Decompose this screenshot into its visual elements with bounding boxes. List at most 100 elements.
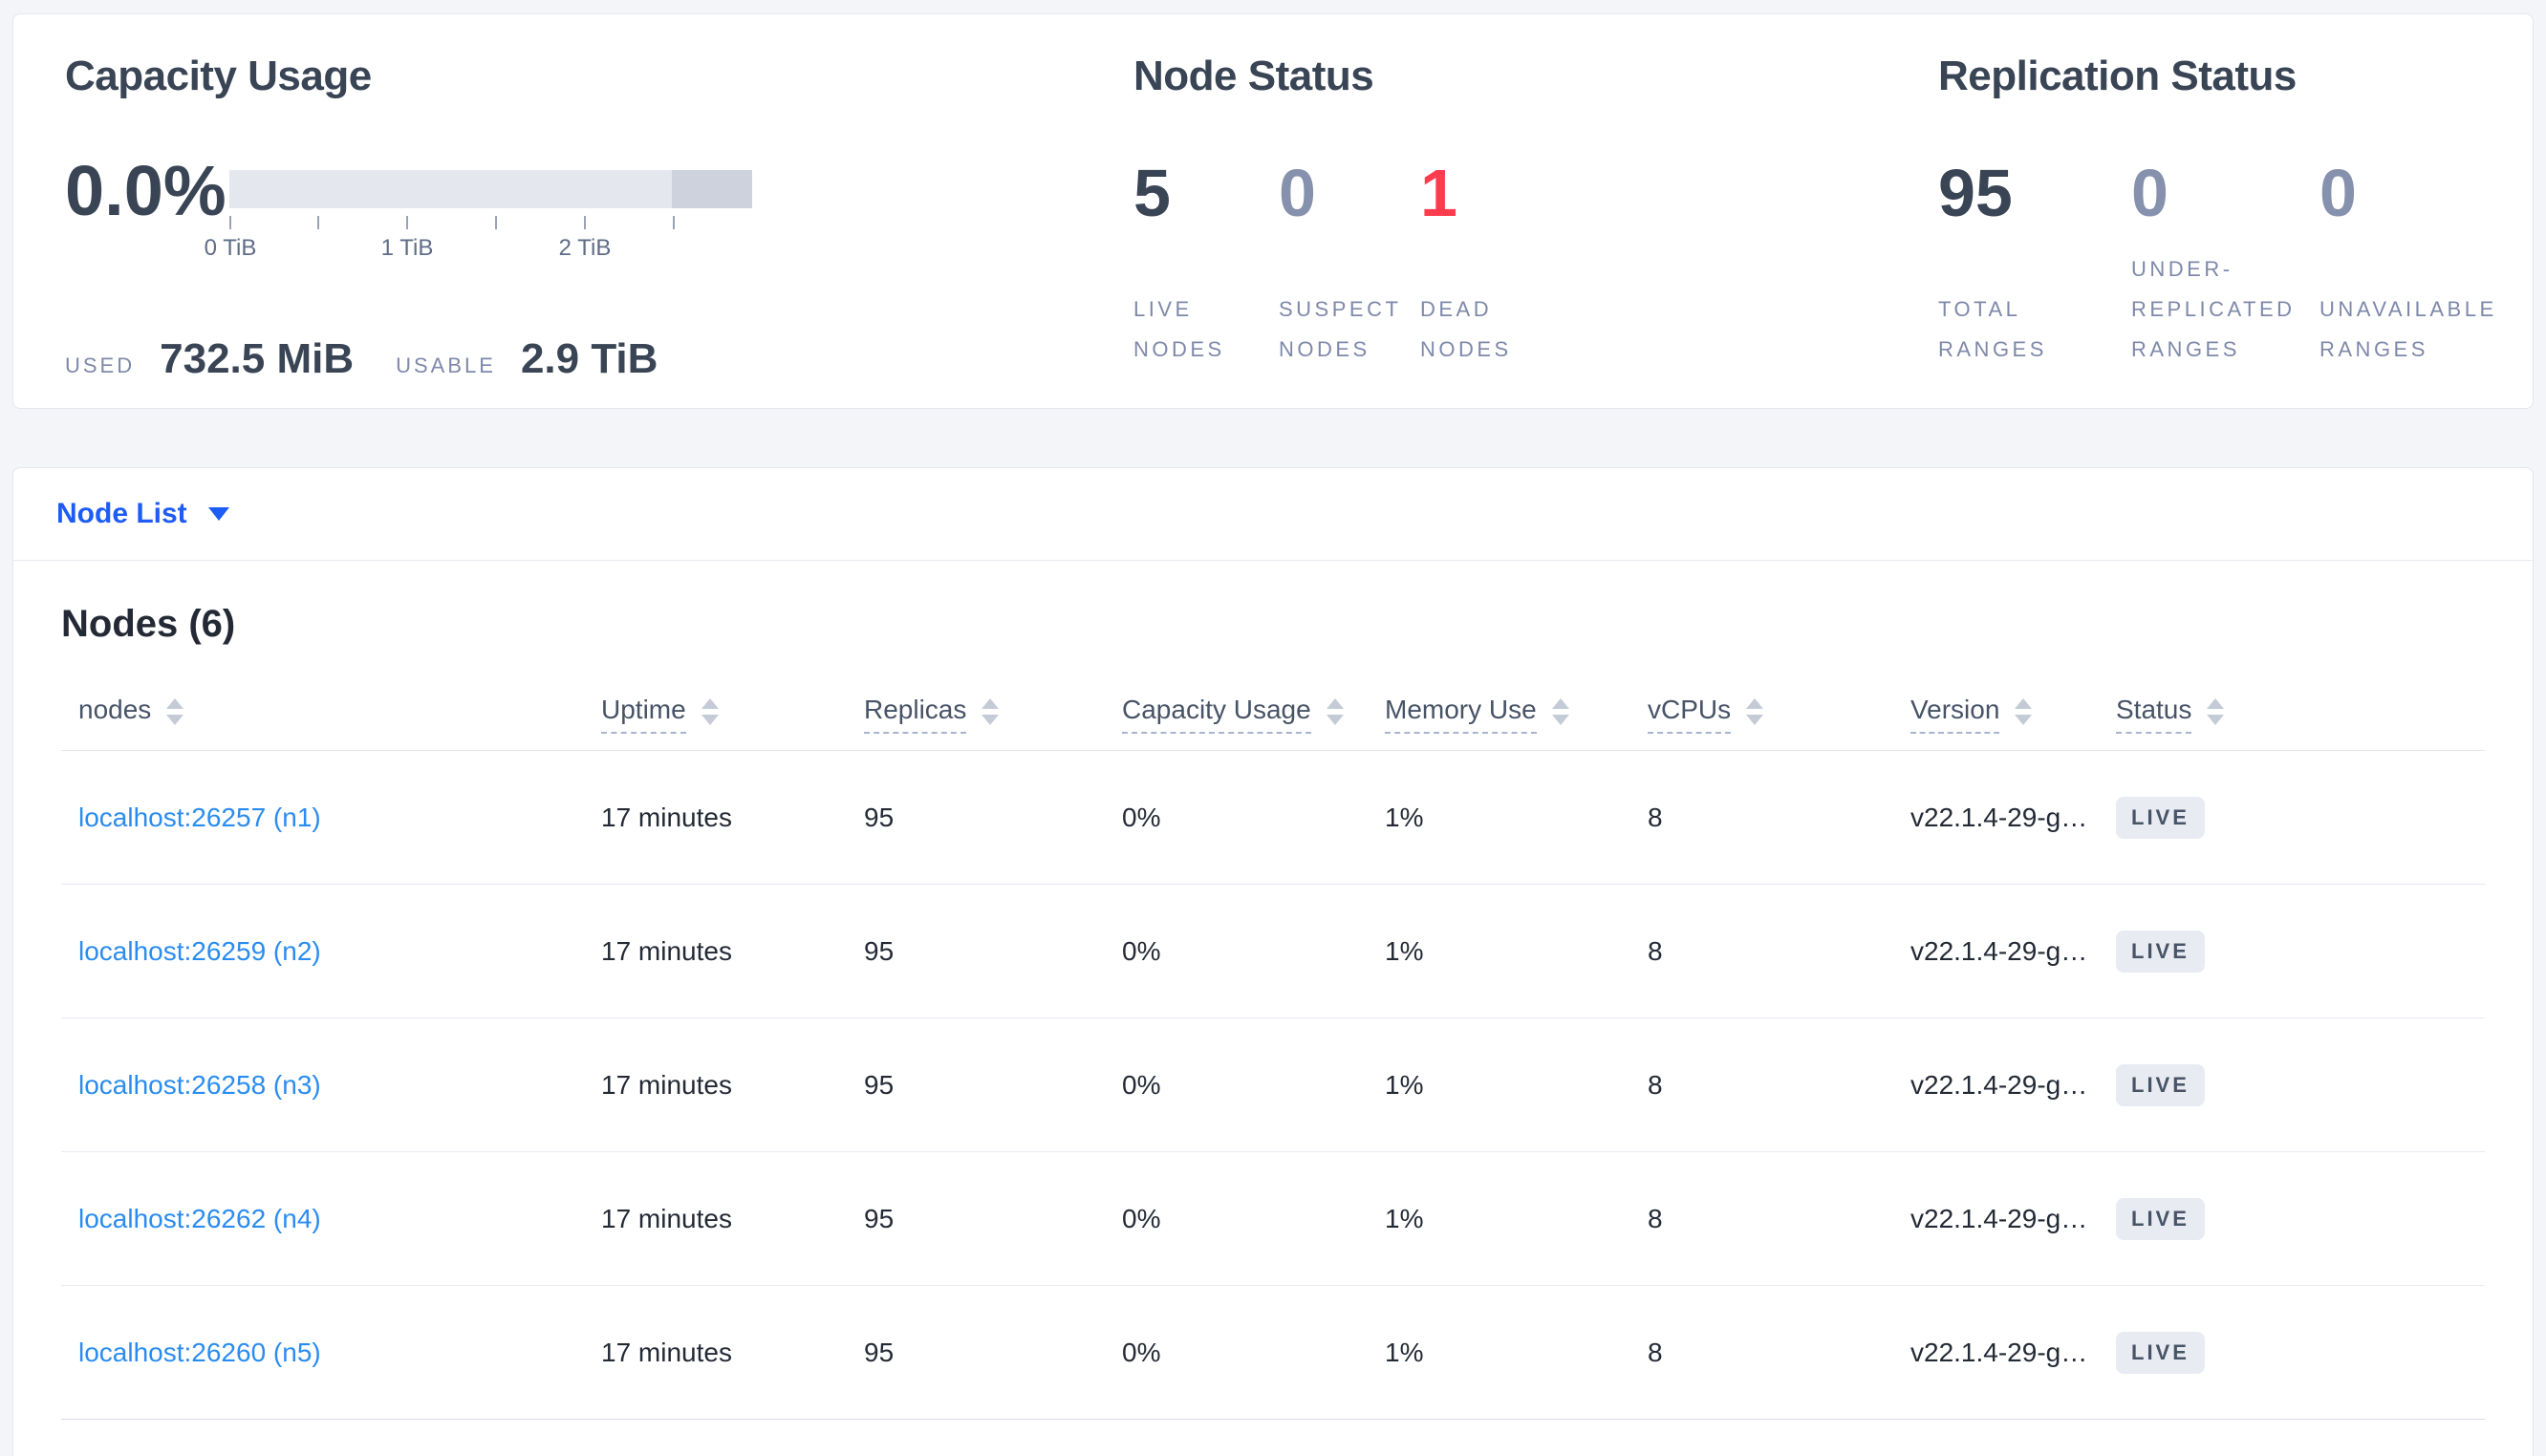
vcpus-cell: 8 bbox=[1648, 935, 1663, 966]
sort-icon bbox=[1551, 697, 1569, 725]
memory-cell: 1% bbox=[1385, 935, 1424, 966]
capacity-bar-tail-segment bbox=[672, 170, 752, 208]
uptime-cell: 17 minutes bbox=[601, 1337, 732, 1367]
node-link[interactable]: localhost:26260 (n5) bbox=[78, 1337, 321, 1367]
replication-status-labels: TOTAL RANGES UNDER- REPLICATED RANGES UN… bbox=[1938, 249, 2508, 370]
node-link[interactable]: localhost:26262 (n4) bbox=[78, 1203, 321, 1233]
view-selector-bar: Node List bbox=[13, 468, 2533, 561]
axis-label-1tib: 1 TiB bbox=[380, 235, 434, 261]
capacity-bar-chart: 0 TiB 1 TiB 2 TiB bbox=[205, 170, 752, 264]
total-ranges-count: 95 bbox=[1938, 156, 2013, 230]
dead-nodes-label: DEAD NODES bbox=[1420, 297, 1512, 361]
version-cell: v22.1.4-29-g… bbox=[1910, 935, 2088, 966]
axis-tick bbox=[495, 216, 497, 229]
sort-icon bbox=[1326, 697, 1344, 725]
memory-cell: 1% bbox=[1385, 1069, 1424, 1100]
uptime-cell: 17 minutes bbox=[601, 1203, 732, 1233]
usable-label: USABLE bbox=[396, 353, 496, 377]
capacity-percent-value: 0.0% bbox=[65, 151, 227, 230]
replication-status-numbers: 95 0 0 bbox=[1938, 160, 2508, 226]
axis-label-0tib: 0 TiB bbox=[204, 235, 257, 261]
node-list-dropdown-label: Node List bbox=[56, 498, 187, 529]
column-header-version[interactable]: Version bbox=[1910, 695, 2116, 734]
unavailable-ranges-label: UNAVAILABLE RANGES bbox=[2319, 297, 2497, 361]
column-header-memory-use[interactable]: Memory Use bbox=[1385, 695, 1648, 734]
used-value: 732.5 MiB bbox=[160, 335, 355, 382]
uptime-cell: 17 minutes bbox=[601, 1069, 732, 1100]
axis-tick bbox=[673, 216, 675, 229]
suspect-nodes-label: SUSPECT NODES bbox=[1279, 297, 1402, 361]
status-badge: LIVE bbox=[2116, 796, 2205, 839]
column-header-replicas[interactable]: Replicas bbox=[864, 695, 1122, 734]
replicas-cell: 95 bbox=[864, 1337, 895, 1367]
under-replicated-ranges-label: UNDER- REPLICATED RANGES bbox=[2131, 257, 2296, 361]
version-cell: v22.1.4-29-g… bbox=[1910, 802, 2088, 832]
capacity-bar-track bbox=[229, 170, 752, 208]
total-ranges-label: TOTAL RANGES bbox=[1938, 297, 2047, 361]
capacity-cell: 0% bbox=[1122, 1337, 1161, 1367]
uptime-cell: 17 minutes bbox=[601, 935, 732, 966]
capacity-axis-labels: 0 TiB 1 TiB 2 TiB bbox=[205, 235, 752, 264]
replication-status-panel: Replication Status 95 0 0 TOTAL RANGES U… bbox=[1938, 53, 2531, 396]
version-cell: v22.1.4-29-g… bbox=[1910, 1203, 2088, 1233]
memory-cell: 1% bbox=[1385, 1203, 1424, 1233]
under-replicated-ranges-count: 0 bbox=[2131, 156, 2168, 230]
version-cell: v22.1.4-29-g… bbox=[1910, 1069, 2088, 1100]
replicas-cell: 95 bbox=[864, 1203, 895, 1233]
capacity-used-usable-row: USED 732.5 MiB USABLE 2.9 TiB bbox=[65, 335, 700, 383]
node-status-title: Node Status bbox=[1133, 53, 1374, 99]
sort-icon bbox=[2207, 697, 2225, 725]
status-badge: LIVE bbox=[2116, 1331, 2205, 1374]
status-badge: LIVE bbox=[2116, 1063, 2205, 1106]
capacity-cell: 0% bbox=[1122, 935, 1161, 966]
vcpus-cell: 8 bbox=[1648, 1069, 1663, 1100]
table-row: localhost:26259 (n2) 17 minutes 95 0% 1%… bbox=[61, 885, 2485, 1018]
nodes-table-header: nodes Uptime Replicas Capacity Usage Mem… bbox=[61, 678, 2485, 751]
used-label: USED bbox=[65, 353, 136, 377]
table-row: localhost:26258 (n3) 17 minutes 95 0% 1%… bbox=[61, 1018, 2485, 1152]
memory-cell: 1% bbox=[1385, 1337, 1424, 1367]
table-row: localhost:26260 (n5) 17 minutes 95 0% 1%… bbox=[61, 1286, 2485, 1420]
column-header-vcpus[interactable]: vCPUs bbox=[1648, 695, 1910, 734]
capacity-cell: 0% bbox=[1122, 802, 1161, 832]
replicas-cell: 95 bbox=[864, 802, 895, 832]
status-badge: LIVE bbox=[2116, 1197, 2205, 1240]
replication-status-title: Replication Status bbox=[1938, 53, 2297, 99]
sort-icon bbox=[982, 697, 1000, 725]
node-status-labels: LIVE NODES SUSPECT NODES DEAD NODES bbox=[1133, 289, 1562, 370]
nodes-table-section: Nodes (6) nodes Uptime Replicas Capacity… bbox=[13, 603, 2533, 1420]
sort-icon bbox=[701, 697, 719, 725]
cluster-summary-card: Capacity Usage 0.0% 0 TiB 1 TiB 2 T bbox=[12, 13, 2534, 409]
capacity-cell: 0% bbox=[1122, 1069, 1161, 1100]
axis-tick bbox=[406, 216, 408, 229]
uptime-cell: 17 minutes bbox=[601, 802, 732, 832]
node-link[interactable]: localhost:26259 (n2) bbox=[78, 935, 321, 966]
axis-tick bbox=[317, 216, 319, 229]
replicas-cell: 95 bbox=[864, 1069, 895, 1100]
sort-icon bbox=[1746, 697, 1764, 725]
column-header-status[interactable]: Status bbox=[2116, 695, 2326, 734]
usable-value: 2.9 TiB bbox=[520, 335, 658, 382]
sort-icon bbox=[166, 697, 184, 725]
status-badge: LIVE bbox=[2116, 930, 2205, 973]
axis-label-2tib: 2 TiB bbox=[558, 235, 612, 261]
axis-tick bbox=[584, 216, 586, 229]
table-row: localhost:26257 (n1) 17 minutes 95 0% 1%… bbox=[61, 751, 2485, 885]
column-header-nodes[interactable]: nodes bbox=[61, 695, 601, 734]
node-status-panel: Node Status 5 0 1 LIVE NODES SUSPECT NOD… bbox=[1133, 53, 1860, 396]
live-nodes-label: LIVE NODES bbox=[1133, 297, 1225, 361]
replicas-cell: 95 bbox=[864, 935, 895, 966]
dead-nodes-count: 1 bbox=[1420, 156, 1457, 230]
chevron-down-icon bbox=[207, 507, 229, 521]
node-link[interactable]: localhost:26257 (n1) bbox=[78, 802, 321, 832]
node-link[interactable]: localhost:26258 (n3) bbox=[78, 1069, 321, 1100]
node-list-card: Node List Nodes (6) nodes Uptime Replica… bbox=[12, 467, 2534, 1456]
node-list-dropdown[interactable]: Node List bbox=[56, 498, 229, 530]
table-row: localhost:26262 (n4) 17 minutes 95 0% 1%… bbox=[61, 1152, 2485, 1286]
vcpus-cell: 8 bbox=[1648, 1203, 1663, 1233]
live-nodes-count: 5 bbox=[1133, 156, 1171, 230]
column-header-capacity-usage[interactable]: Capacity Usage bbox=[1122, 695, 1385, 734]
column-header-uptime[interactable]: Uptime bbox=[601, 695, 864, 734]
version-cell: v22.1.4-29-g… bbox=[1910, 1337, 2088, 1367]
